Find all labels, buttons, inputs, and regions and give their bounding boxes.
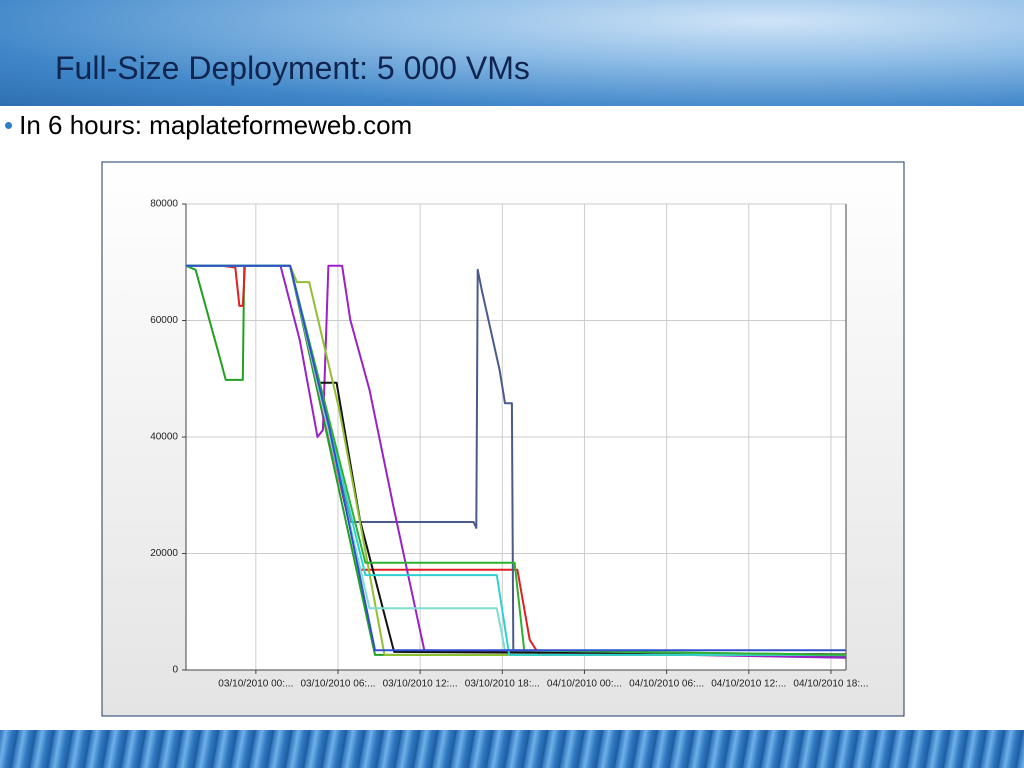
footer-banner (0, 730, 1024, 768)
x-tick-label: 03/10/2010 00:... (218, 679, 293, 690)
y-tick-label: 40000 (150, 432, 178, 443)
x-tick-label: 03/10/2010 06:... (300, 679, 375, 690)
x-tick-label: 04/10/2010 18:... (793, 679, 868, 690)
x-tick-label: 04/10/2010 06:... (629, 679, 704, 690)
x-tick-label: 04/10/2010 00:... (547, 679, 622, 690)
y-tick-label: 60000 (150, 315, 178, 326)
bullet-dot: • (4, 110, 14, 140)
x-tick-label: 03/10/2010 12:... (383, 679, 458, 690)
x-tick-label: 03/10/2010 18:... (465, 679, 540, 690)
slide-title: Full-Size Deployment: 5 000 VMs (55, 50, 530, 86)
y-tick-label: 20000 (150, 548, 178, 559)
series-line (186, 264, 847, 659)
bullet-item: • In 6 hours: maplateformeweb.com (4, 110, 412, 141)
x-tick-label: 04/10/2010 12:... (711, 679, 786, 690)
y-tick-label: 0 (172, 665, 178, 676)
series-line (185, 264, 846, 656)
y-tick-label: 80000 (150, 199, 178, 210)
header-banner (0, 0, 1024, 106)
series-line (186, 264, 846, 652)
bullet-text: In 6 hours: maplateformeweb.com (19, 110, 413, 140)
